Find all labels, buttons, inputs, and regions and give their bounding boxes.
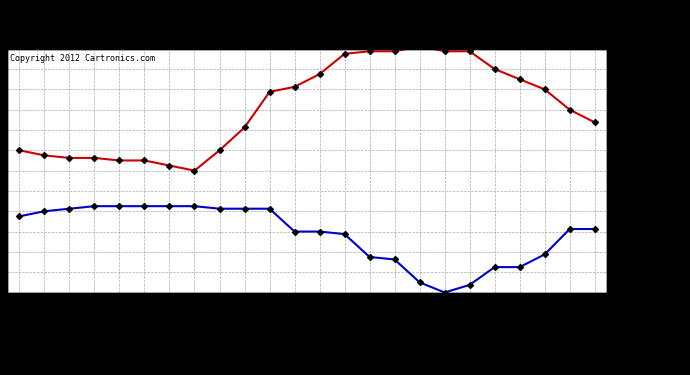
Text: Outdoor Temperature (Red) vs Dew Point (Blue) (24 Hours) 20120704: Outdoor Temperature (Red) vs Dew Point (… (98, 11, 592, 26)
Text: Copyright 2012 Cartronics.com: Copyright 2012 Cartronics.com (10, 54, 155, 63)
